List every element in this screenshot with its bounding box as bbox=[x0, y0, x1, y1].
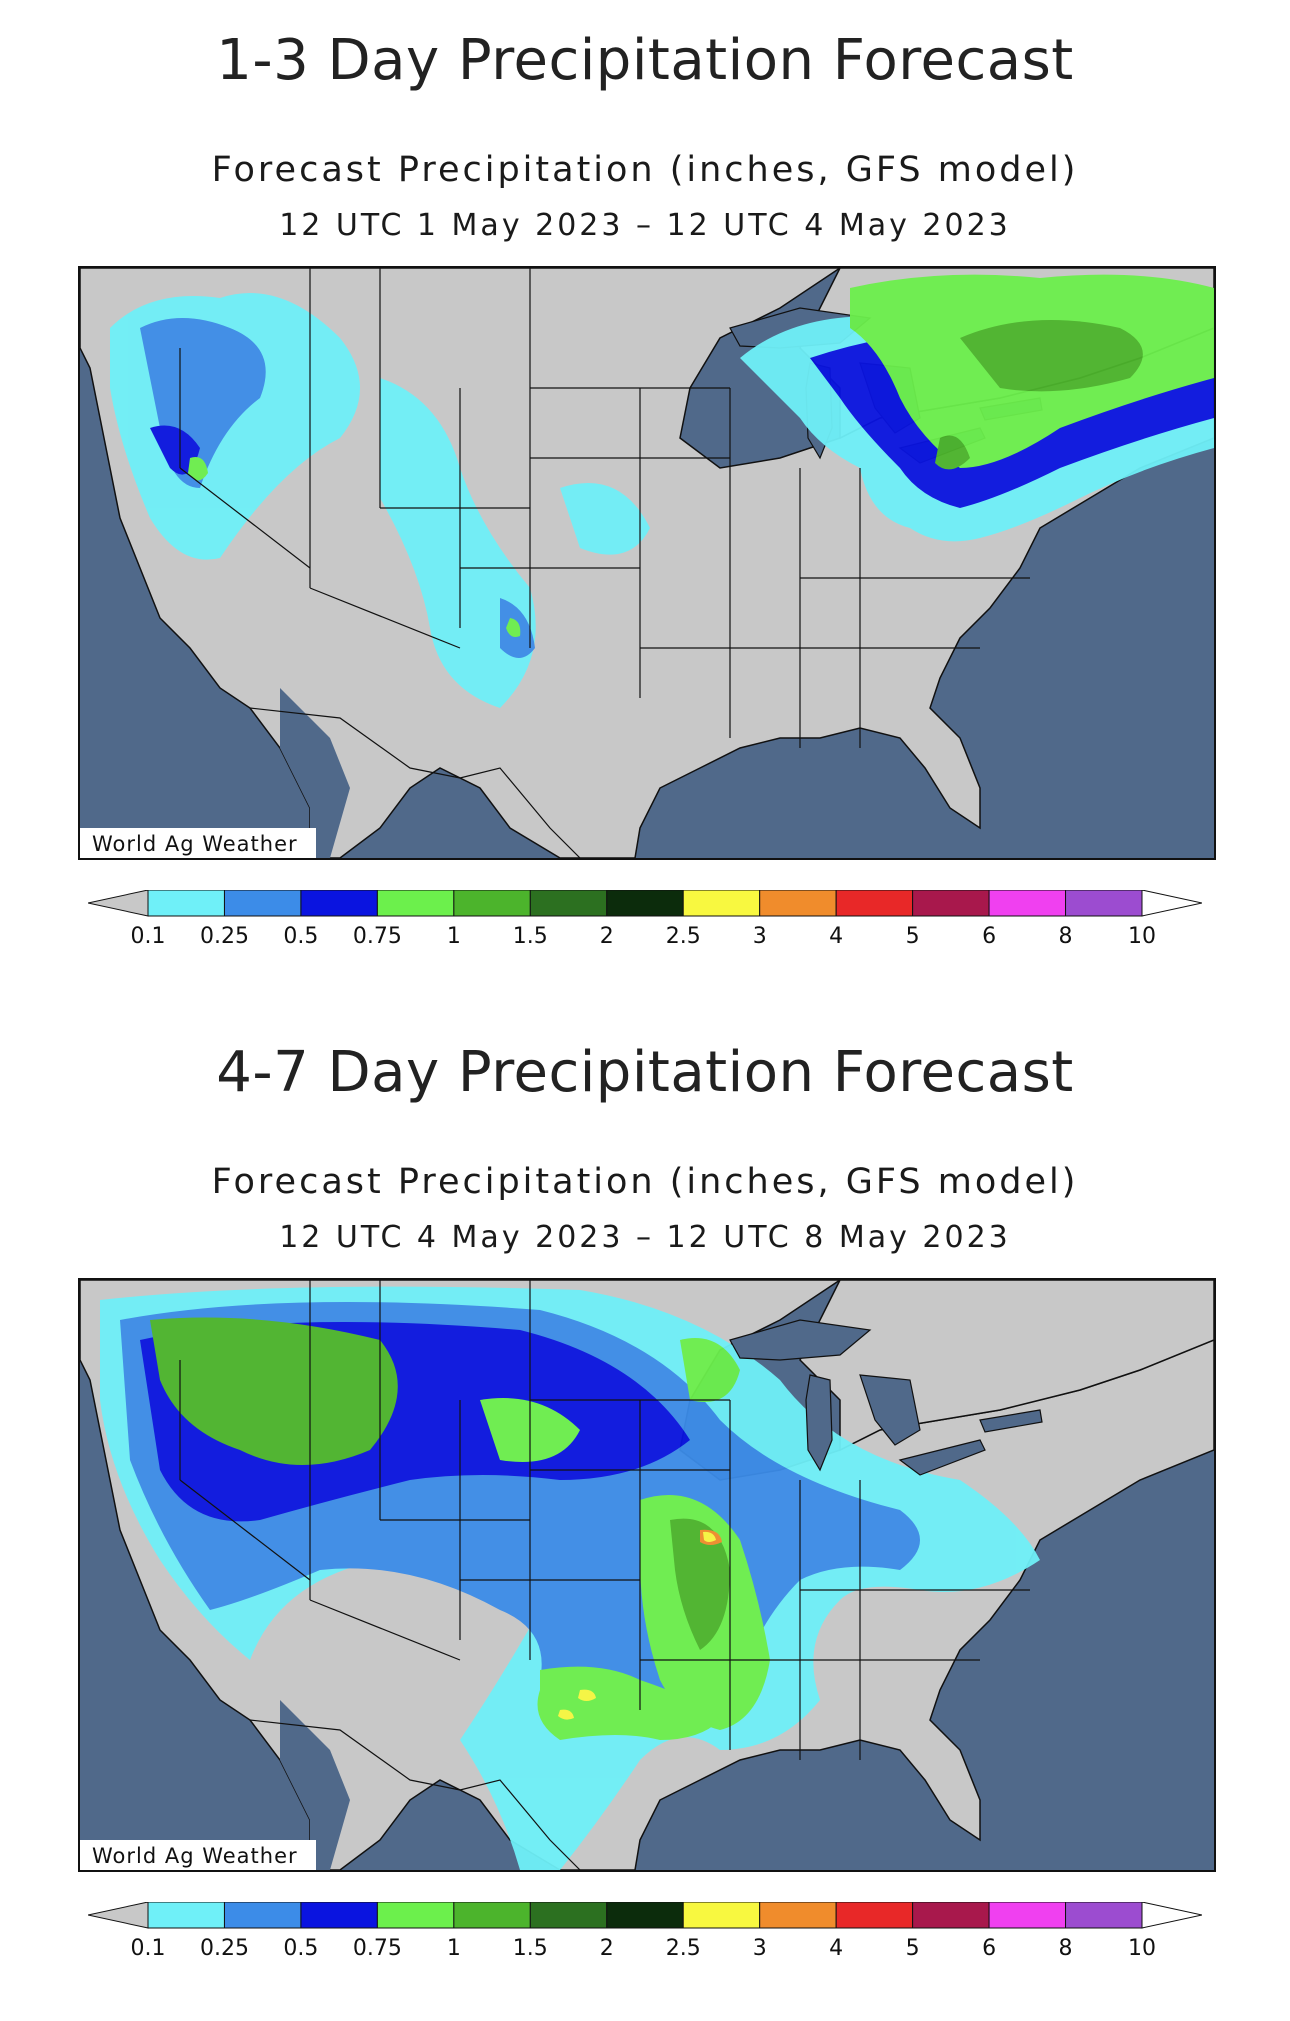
colorbar-svg bbox=[87, 889, 1203, 917]
colorbar-swatch bbox=[453, 1901, 531, 1929]
colorbar-tick-label: 8 bbox=[1058, 1936, 1073, 1961]
colorbar-swatch bbox=[376, 889, 455, 917]
colorbar-swatches bbox=[87, 1901, 1203, 1929]
colorbar-swatch bbox=[759, 889, 837, 917]
colorbar-swatch bbox=[682, 1901, 761, 1929]
panel-title: 1-3 Day Precipitation Forecast bbox=[216, 28, 1074, 93]
colorbar-tick-label: 3 bbox=[752, 924, 767, 949]
colorbar-swatch bbox=[223, 889, 302, 917]
colorbar-swatch bbox=[1065, 1901, 1143, 1929]
gulf-california bbox=[280, 1700, 350, 1870]
colorbar-swatch bbox=[376, 1901, 455, 1929]
colorbar-tick-label: 8 bbox=[1058, 924, 1073, 949]
colorbar-swatch bbox=[529, 889, 608, 917]
colorbar-swatch bbox=[147, 889, 225, 917]
lake-ontario bbox=[979, 1409, 1043, 1433]
map-svg bbox=[80, 268, 1214, 858]
colorbar-tick-label: 0.25 bbox=[199, 1936, 249, 1961]
gulf-california bbox=[280, 688, 350, 858]
colorbar-swatch bbox=[606, 1901, 684, 1929]
colorbar-swatch bbox=[759, 1901, 837, 1929]
colorbar-tick-label: 2 bbox=[599, 924, 614, 949]
map-credit: World Ag Weather bbox=[80, 828, 316, 858]
colorbar-tick-label: 10 bbox=[1128, 1936, 1156, 1961]
colorbar-swatch bbox=[223, 1901, 302, 1929]
colorbar-svg bbox=[87, 1901, 1203, 1929]
panel-title: 4-7 Day Precipitation Forecast bbox=[216, 1040, 1074, 1105]
colorbar-tick-label: 2.5 bbox=[665, 924, 701, 949]
colorbar-tick-label: 0.1 bbox=[130, 1936, 166, 1961]
colorbar-swatch bbox=[453, 889, 531, 917]
colorbar-underflow-arrow bbox=[87, 889, 149, 917]
colorbar-tick-label: 1 bbox=[446, 924, 461, 949]
mexico-border bbox=[249, 707, 581, 858]
map-svg bbox=[80, 1280, 1214, 1870]
date-range: 12 UTC 1 May 2023 – 12 UTC 4 May 2023 bbox=[279, 208, 1011, 243]
precipitation-map[interactable]: World Ag Weather bbox=[78, 1278, 1216, 1872]
colorbar-tick-label: 0.75 bbox=[352, 924, 402, 949]
colorbar-tick-label: 4 bbox=[829, 924, 844, 949]
colorbar-swatch bbox=[835, 1901, 914, 1929]
map-credit: World Ag Weather bbox=[80, 1840, 316, 1870]
colorbar-overflow-arrow bbox=[1141, 1901, 1203, 1929]
colorbar-tick-label: 0.1 bbox=[130, 924, 166, 949]
colorbar-swatch bbox=[988, 889, 1067, 917]
colorbar-swatch bbox=[1065, 889, 1143, 917]
colorbar-swatch bbox=[912, 1901, 990, 1929]
colorbar-underflow-arrow bbox=[87, 1901, 149, 1929]
lake-huron bbox=[859, 1374, 921, 1446]
colorbar-tick-label: 0.25 bbox=[199, 924, 249, 949]
colorbar-tick-label: 4 bbox=[829, 1936, 844, 1961]
colorbar-tick-label: 1.5 bbox=[512, 924, 548, 949]
colorbar-swatch bbox=[912, 889, 990, 917]
colorbar-tick-label: 0.75 bbox=[352, 1936, 402, 1961]
colorbar-swatch bbox=[300, 1901, 378, 1929]
colorbar-swatch bbox=[988, 1901, 1067, 1929]
precipitation-colorbar: 0.1 0.25 0.5 0.75 1 1.5 2 2.5 3 4 5 6 8 10 bbox=[87, 1901, 1203, 1962]
colorbar-tick-label: 1 bbox=[446, 1936, 461, 1961]
precipitation-map[interactable]: World Ag Weather bbox=[78, 266, 1216, 860]
colorbar-swatch bbox=[682, 889, 761, 917]
colorbar-swatch bbox=[300, 889, 378, 917]
mexico-border bbox=[249, 1719, 581, 1870]
colorbar-tick-label: 10 bbox=[1128, 924, 1156, 949]
colorbar-tick-label: 1.5 bbox=[512, 1936, 548, 1961]
colorbar-tick-label: 2 bbox=[599, 1936, 614, 1961]
colorbar-swatch bbox=[835, 889, 914, 917]
lake-erie bbox=[898, 1439, 986, 1476]
colorbar-swatches bbox=[87, 889, 1203, 917]
colorbar-tick-label: 5 bbox=[905, 924, 920, 949]
state-borders bbox=[179, 268, 1030, 748]
colorbar-overflow-arrow bbox=[1141, 889, 1203, 917]
colorbar-tick-label: 2.5 bbox=[665, 1936, 701, 1961]
colorbar-swatch bbox=[529, 1901, 608, 1929]
lake-superior bbox=[729, 1319, 872, 1361]
map-subtitle: Forecast Precipitation (inches, GFS mode… bbox=[211, 1162, 1079, 1202]
colorbar-tick-label: 3 bbox=[752, 1936, 767, 1961]
map-subtitle: Forecast Precipitation (inches, GFS mode… bbox=[211, 150, 1079, 190]
date-range: 12 UTC 4 May 2023 – 12 UTC 8 May 2023 bbox=[279, 1220, 1011, 1255]
colorbar-tick-label: 6 bbox=[982, 1936, 997, 1961]
lake-michigan bbox=[805, 1374, 833, 1472]
precip-contours bbox=[110, 274, 1214, 708]
state-borders bbox=[179, 1280, 1030, 1760]
precipitation-colorbar: 0.1 0.25 0.5 0.75 1 1.5 2 2.5 3 4 5 6 8 10 bbox=[87, 889, 1203, 950]
precip-contours bbox=[100, 1286, 1040, 1870]
colorbar-swatch bbox=[147, 1901, 225, 1929]
colorbar-swatch bbox=[606, 889, 684, 917]
colorbar-tick-label: 6 bbox=[982, 924, 997, 949]
colorbar-tick-label: 0.5 bbox=[283, 1936, 319, 1961]
colorbar-tick-label: 0.5 bbox=[283, 924, 319, 949]
colorbar-tick-label: 5 bbox=[905, 1936, 920, 1961]
